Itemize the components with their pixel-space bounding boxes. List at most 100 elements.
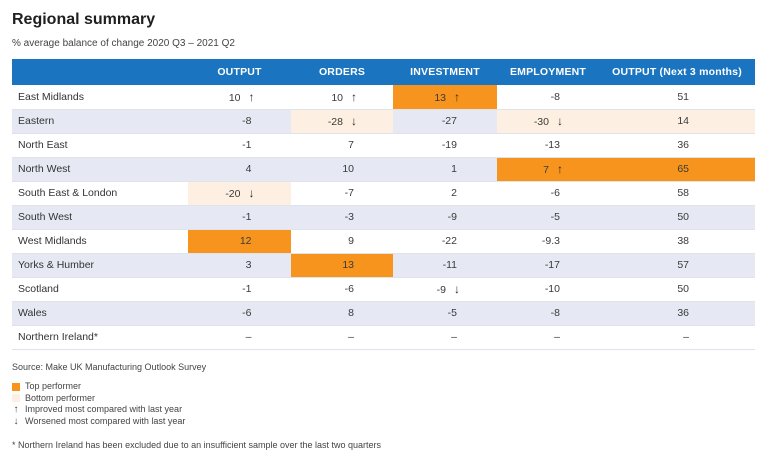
cell-output: 12 [188,229,291,254]
cell-orders: 8 [291,301,393,326]
cell-employment: – [497,325,599,350]
cell-value: 10 [228,91,241,104]
table-body: East Midlands 10 ↑ 10 ↑ 13 ↑ -8 51 Eastern -8 -28 ↓ -… [12,85,755,350]
cell-value: -9 [436,284,446,296]
cell-value: -6 [344,283,354,295]
cell-value: -8 [550,90,560,103]
cell-value: – [348,331,354,343]
cell-orders: 13 [291,253,393,278]
cell-orders: 10 ↑ [291,85,393,110]
cell-employment: -8 [497,85,599,110]
arrow-down-icon: ↓ [557,114,563,128]
cell-value: -8 [242,115,252,127]
region-name: Wales [12,301,188,326]
cell-investment: -11 [393,253,497,278]
legend-item-worsened: ↓ Worsened most compared with last year [12,415,186,428]
cell-value: – [451,331,457,343]
region-name: Eastern [12,109,188,134]
cell-value: 7 [543,164,549,176]
table-row: Wales -6 8 -5 -8 36 [12,301,755,326]
cell-value: 1 [451,163,457,175]
cell-investment: 1 [393,157,497,182]
arrow-down-icon: ↓ [454,282,460,296]
table-row: Scotland -1 -6 -9 ↓ -10 50 [12,277,755,302]
cell-output: – [188,325,291,350]
regional-summary-table: OUTPUT ORDERS INVESTMENT EMPLOYMENT OUTP… [12,59,755,350]
cell-value: 10 [331,91,343,104]
cell-value: 13 [342,259,354,271]
cell-value: 65 [677,163,689,175]
cell-output-next-3-months: – [599,325,755,350]
table-row: South East & London -20 ↓ -7 2 -6 58 [12,181,755,206]
top-performer-swatch [12,382,20,391]
arrow-down-icon: ↓ [351,114,357,128]
table-header-row: OUTPUT ORDERS INVESTMENT EMPLOYMENT OUTP… [12,59,755,85]
table-row: Northern Ireland* – – – – – [12,325,755,350]
page-title: Regional summary [12,11,156,28]
cell-value: 51 [677,90,689,103]
cell-value: 7 [348,139,354,151]
cell-output: -1 [188,133,291,158]
table-row: Eastern -8 -28 ↓ -27 -30 ↓ 14 [12,109,755,134]
region-name: Scotland [12,277,188,302]
cell-value: -17 [544,259,560,271]
legend: Top performer Bottom performer ↑ Improve… [12,381,185,427]
region-name: North West [12,157,188,182]
cell-value: -6 [242,307,252,319]
cell-value: 12 [239,235,252,247]
column-header-output: OUTPUT [217,66,262,78]
cell-value: 4 [245,163,252,175]
cell-employment: -17 [497,253,599,278]
legend-item-bottom: Bottom performer [12,393,185,405]
page-subtitle: % average balance of change 2020 Q3 – 20… [12,38,235,49]
legend-label-worsened: Worsened most compared with last year [25,415,186,426]
region-name: South West [12,205,188,230]
cell-output-next-3-months: 38 [599,229,755,254]
cell-orders: -6 [291,277,393,302]
cell-value: -5 [550,211,560,223]
cell-value: 14 [677,115,689,127]
arrow-down-icon: ↓ [13,415,19,427]
cell-output: -1 [188,277,291,302]
cell-value: -20 [225,188,241,200]
cell-output: -8 [188,109,291,134]
legend-label-improved: Improved most compared with last year [25,404,183,414]
cell-investment: -9 [393,205,497,230]
cell-orders: 7 [291,133,393,158]
cell-investment: -5 [393,301,497,326]
cell-output: 3 [188,253,291,278]
cell-value: -30 [533,116,549,128]
cell-orders: -7 [291,181,393,206]
cell-value: 50 [677,211,689,223]
arrow-up-icon: ↑ [557,162,563,176]
column-header-investment: INVESTMENT [410,66,480,78]
cell-output-next-3-months: 50 [599,205,755,230]
cell-value: -13 [544,139,560,151]
cell-value: 8 [348,307,354,319]
cell-investment: -19 [393,133,497,158]
cell-employment: -6 [497,181,599,206]
cell-value: -27 [441,115,457,127]
arrow-up-icon: ↑ [248,89,255,104]
cell-output: -1 [188,205,291,230]
cell-output-next-3-months: 65 [599,157,755,182]
cell-orders: 10 [291,157,393,182]
region-name: Northern Ireland* [12,325,188,350]
cell-employment: 7 ↑ [497,157,599,182]
source-note: Source: Make UK Manufacturing Outlook Su… [12,362,207,372]
bottom-performer-swatch [12,394,20,403]
cell-value: -6 [550,187,560,199]
cell-investment: 2 [393,181,497,206]
cell-value: -7 [344,187,354,199]
column-header-employment: EMPLOYMENT [509,66,587,78]
cell-output-next-3-months: 51 [599,85,755,110]
legend-label-top: Top performer [25,381,82,391]
arrow-up-icon: ↑ [351,89,357,104]
cell-investment: -27 [393,109,497,134]
cell-value: – [683,331,689,343]
legend-label-bottom: Bottom performer [25,392,96,403]
cell-value: -28 [327,116,343,128]
cell-value: 36 [677,307,689,319]
cell-value: -5 [447,307,457,319]
region-name: South East & London [12,181,188,206]
